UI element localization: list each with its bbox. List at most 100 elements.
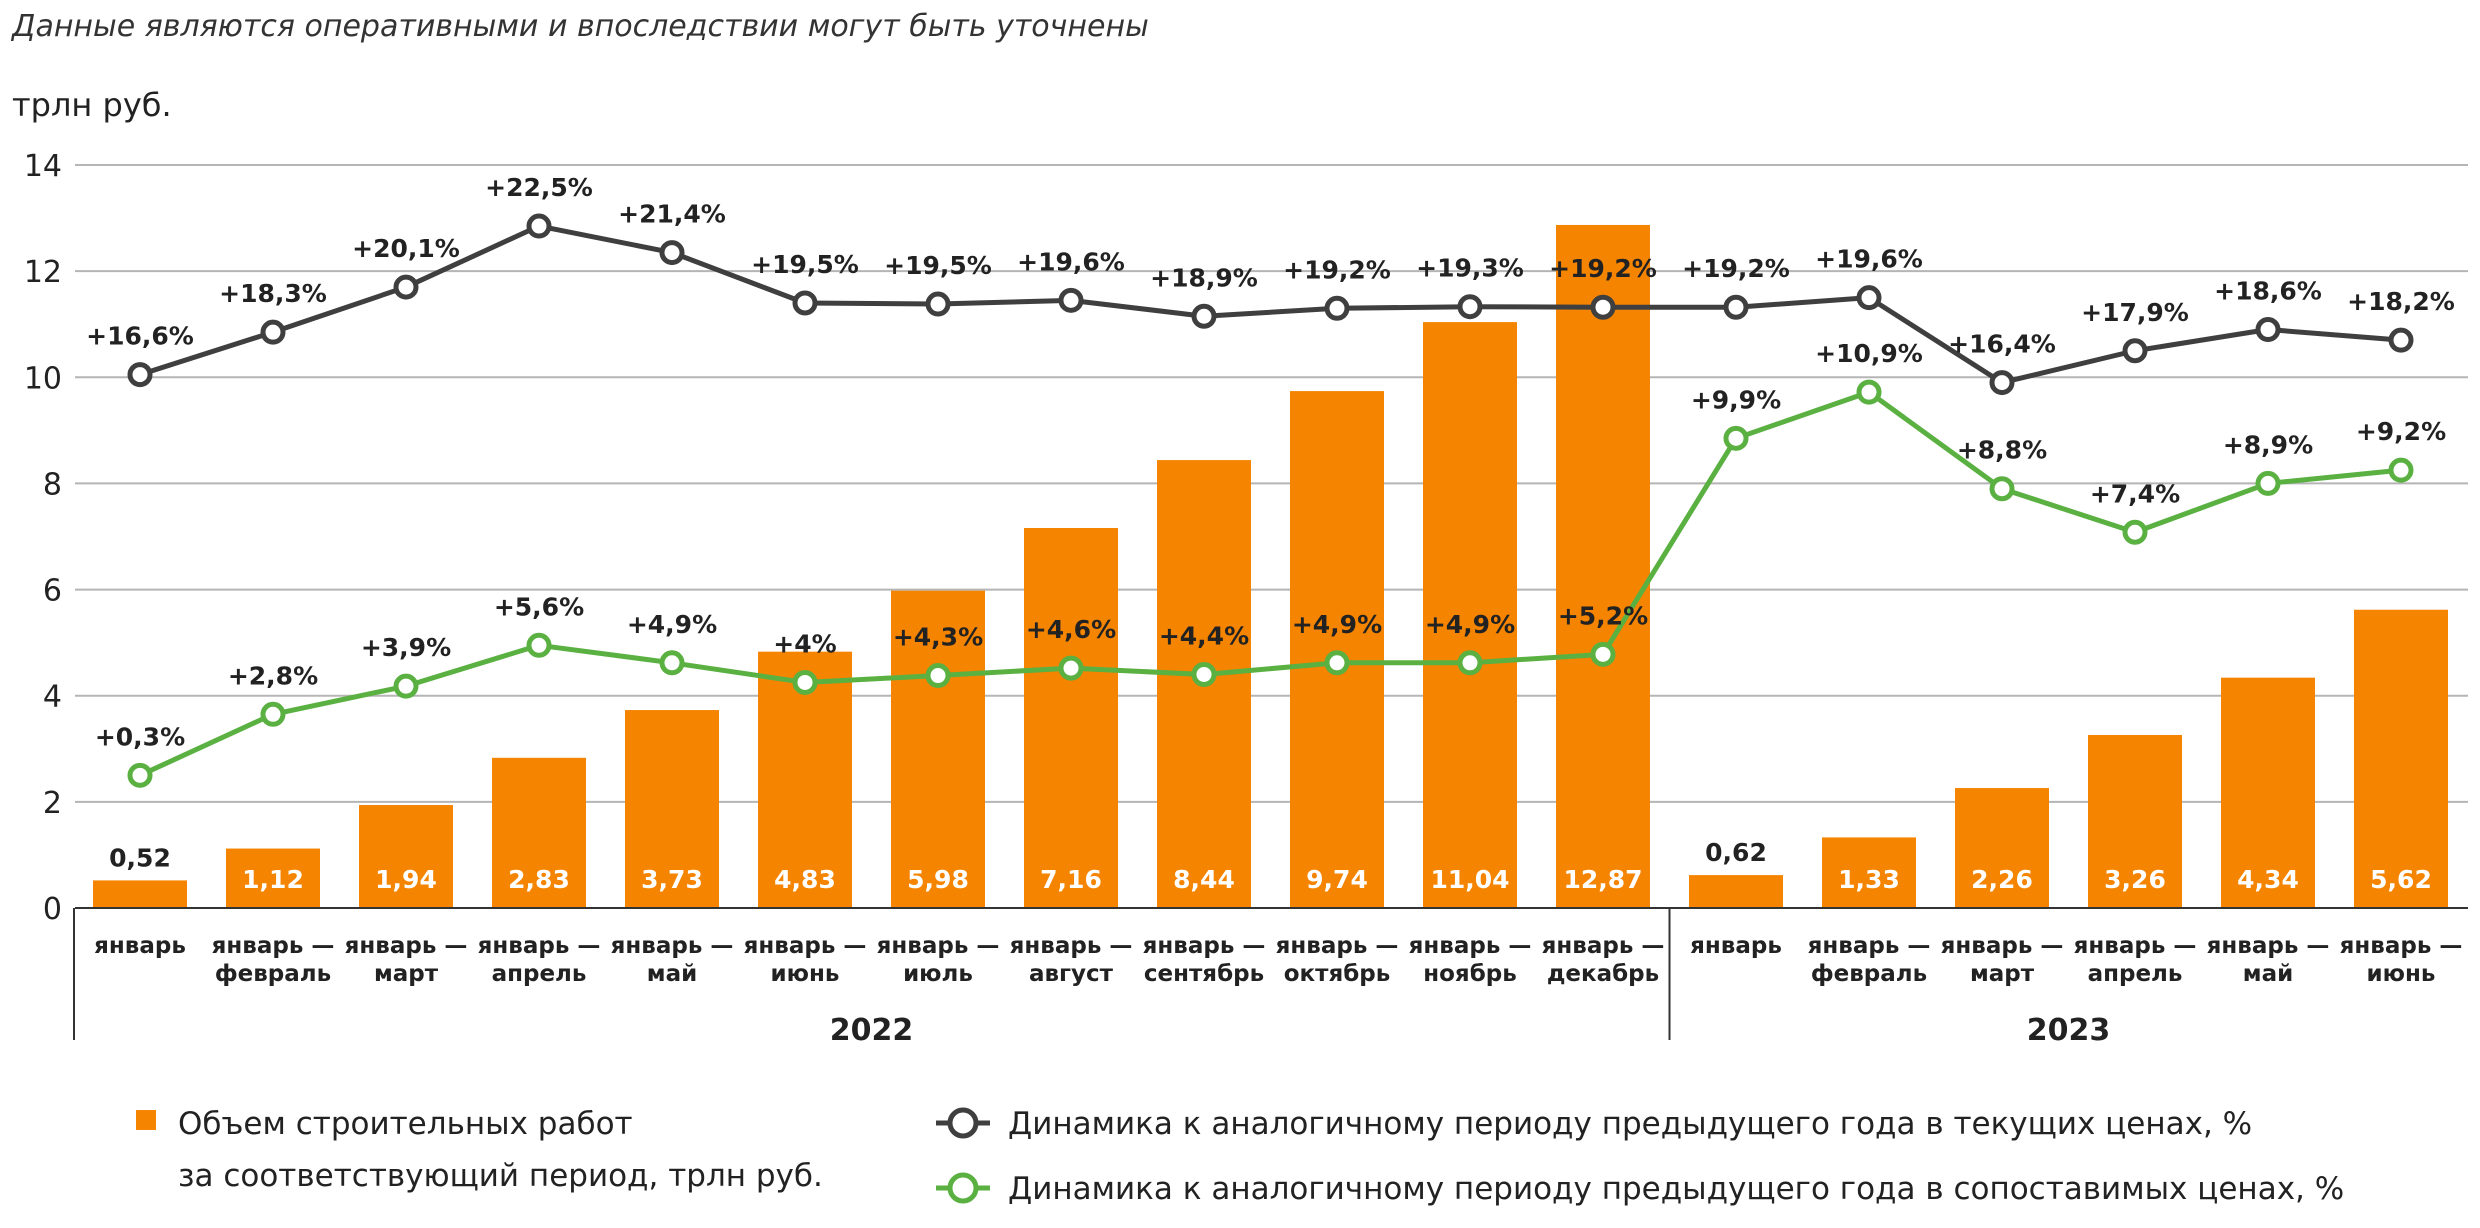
comparable-prices-marker <box>659 650 685 676</box>
category-label: январь — <box>1143 933 1266 959</box>
current-prices-value-label: +19,2% <box>1682 254 1790 283</box>
bar-value-label: 1,33 <box>1838 865 1900 894</box>
current-prices-value-label: +19,2% <box>1283 255 1391 284</box>
comparable-prices-marker <box>1457 650 1483 676</box>
comparable-prices-marker <box>2388 457 2414 483</box>
category-label: февраль <box>1811 961 1927 987</box>
year-label: 2022 <box>830 1013 914 1048</box>
category-label: январь — <box>1941 933 2064 959</box>
category-label: январь — <box>2340 933 2463 959</box>
bar-value-label: 0,62 <box>1705 838 1767 867</box>
y-tick-label: 0 <box>43 892 62 927</box>
comparable-prices-marker <box>1856 379 1882 405</box>
current-prices-marker <box>127 362 153 388</box>
y-tick-label: 2 <box>43 786 62 821</box>
bar-value-label: 3,26 <box>2104 865 2166 894</box>
category-label: февраль <box>215 961 331 987</box>
current-prices-value-label: +18,6% <box>2214 277 2322 306</box>
bar <box>2088 734 2182 908</box>
current-prices-marker <box>2255 317 2281 343</box>
comparable-prices-marker <box>792 669 818 695</box>
category-label: январь — <box>744 933 867 959</box>
category-label: декабрь <box>1547 961 1659 987</box>
current-prices-value-label: +19,3% <box>1416 254 1524 283</box>
bar-value-label: 2,26 <box>1971 865 2033 894</box>
bar <box>2221 677 2315 908</box>
legend-bars-label-line1: Объем строительных работ <box>178 1106 633 1142</box>
bar-value-label: 0,52 <box>109 843 171 872</box>
y-tick-label: 10 <box>24 361 62 396</box>
data-note: Данные являются оперативными и впоследст… <box>10 9 1149 44</box>
comparable-prices-line <box>138 389 2402 778</box>
y-tick-label: 12 <box>24 255 62 290</box>
category-label: сентябрь <box>1144 961 1264 987</box>
current-prices-marker <box>1191 303 1217 329</box>
current-prices-value-label: +16,4% <box>1948 330 2056 359</box>
legend-current-marker <box>947 1107 979 1139</box>
comparable-prices-value-label: +5,6% <box>494 592 584 621</box>
current-prices-marker <box>1058 287 1084 313</box>
comparable-prices-value-label: +4,4% <box>1159 621 1249 650</box>
year-label: 2023 <box>2027 1013 2111 1048</box>
current-prices-value-label: +17,9% <box>2081 298 2189 327</box>
current-prices-marker <box>393 274 419 300</box>
category-label: июнь <box>771 961 840 987</box>
current-prices-value-label: +21,4% <box>618 200 726 229</box>
current-prices-marker <box>1989 370 2015 396</box>
lines <box>127 213 2414 788</box>
category-label: январь — <box>611 933 734 959</box>
category-label: январь — <box>1409 933 1532 959</box>
bar-value-label: 8,44 <box>1173 865 1235 894</box>
current-prices-value-label: +19,5% <box>884 251 992 280</box>
comparable-prices-marker <box>260 701 286 727</box>
category-label: январь — <box>877 933 1000 959</box>
x-axis <box>73 907 2468 1040</box>
current-prices-marker <box>1324 295 1350 321</box>
category-label: январь — <box>345 933 468 959</box>
current-prices-marker <box>526 213 552 239</box>
bar-value-label: 5,62 <box>2370 865 2432 894</box>
bar <box>1423 322 1517 908</box>
bar-value-label: 7,16 <box>1040 865 1102 894</box>
current-prices-marker <box>2122 338 2148 364</box>
bar-value-label: 4,83 <box>774 865 836 894</box>
current-prices-value-label: +19,2% <box>1549 254 1657 283</box>
comparable-prices-marker <box>925 663 951 689</box>
comparable-prices-marker <box>2255 470 2281 496</box>
y-tick-label: 4 <box>43 680 62 715</box>
category-label: январь — <box>1010 933 1133 959</box>
comparable-prices-value-label: +4,9% <box>1425 610 1515 639</box>
bar-value-label: 3,73 <box>641 865 703 894</box>
current-prices-marker <box>925 291 951 317</box>
comparable-prices-value-label: +9,9% <box>1691 385 1781 414</box>
comparable-prices-marker <box>1058 655 1084 681</box>
y-tick-label: 8 <box>43 467 62 502</box>
bar <box>226 848 320 908</box>
current-prices-value-label: +19,5% <box>751 250 859 279</box>
legend-current-label: Динамика к аналогичному периоду предыдущ… <box>1008 1106 2252 1142</box>
current-prices-value-label: +16,6% <box>86 322 194 351</box>
bars <box>93 224 2448 909</box>
category-label: ноябрь <box>1423 961 1517 987</box>
comparable-prices-marker <box>2122 519 2148 545</box>
comparable-prices-value-label: +8,9% <box>2223 430 2313 459</box>
y-tick-label: 14 <box>24 149 62 184</box>
current-prices-marker <box>1856 285 1882 311</box>
comparable-prices-marker <box>1723 425 1749 451</box>
current-prices-line <box>139 223 2402 386</box>
bar-value-label: 1,94 <box>375 865 437 894</box>
comparable-prices-value-label: +2,8% <box>228 661 318 690</box>
category-label: март <box>1970 961 2035 987</box>
legend-bars-label-line2: за соответствующий период, трлн руб. <box>178 1158 823 1194</box>
bar <box>93 880 187 908</box>
comparable-prices-marker <box>1989 476 2015 502</box>
comparable-prices-value-label: +10,9% <box>1815 339 1923 368</box>
bar <box>359 805 453 908</box>
category-label: январь — <box>212 933 335 959</box>
category-label: апрель <box>492 961 587 987</box>
bar <box>891 590 985 908</box>
bar-value-label: 12,87 <box>1563 865 1642 894</box>
comparable-prices-value-label: +9,2% <box>2356 417 2446 446</box>
y-tick-label: 6 <box>43 574 62 609</box>
